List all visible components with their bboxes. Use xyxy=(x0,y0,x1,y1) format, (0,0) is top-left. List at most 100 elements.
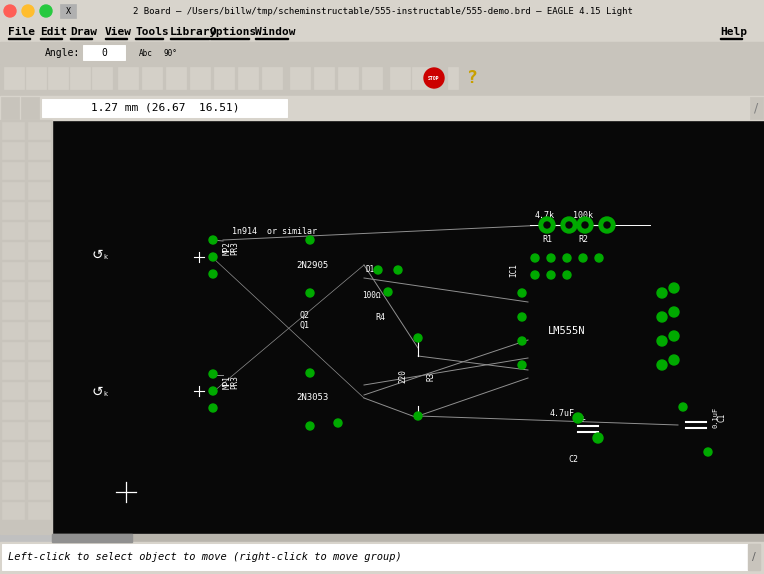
Bar xyxy=(28,322,50,339)
Circle shape xyxy=(209,253,217,261)
Circle shape xyxy=(209,270,217,278)
Circle shape xyxy=(657,336,667,346)
Bar xyxy=(142,67,162,89)
Bar xyxy=(28,302,50,319)
Bar xyxy=(678,402,714,458)
Text: /: / xyxy=(754,102,758,114)
Bar xyxy=(28,242,50,259)
Circle shape xyxy=(563,271,571,279)
Text: 0.1uF: 0.1uF xyxy=(713,406,719,428)
Text: 4.7k: 4.7k xyxy=(535,211,555,219)
Bar xyxy=(28,162,50,179)
Bar xyxy=(52,534,132,542)
Bar xyxy=(0,64,764,96)
Bar xyxy=(2,382,24,399)
Bar xyxy=(720,38,742,39)
Text: File: File xyxy=(8,27,35,37)
Circle shape xyxy=(518,289,526,297)
Text: MP1: MP1 xyxy=(222,375,231,389)
Text: PR3: PR3 xyxy=(231,375,239,389)
Bar xyxy=(135,45,157,60)
Bar xyxy=(40,38,62,39)
Circle shape xyxy=(414,334,422,342)
Text: k: k xyxy=(103,254,107,260)
Bar xyxy=(28,142,50,159)
Text: D1: D1 xyxy=(365,266,374,274)
Bar xyxy=(8,38,30,39)
Text: Edit: Edit xyxy=(40,27,67,37)
Circle shape xyxy=(306,422,314,430)
Text: 1.27 mm (26.67  16.51): 1.27 mm (26.67 16.51) xyxy=(91,103,239,113)
Circle shape xyxy=(657,360,667,370)
Bar xyxy=(28,402,50,419)
Circle shape xyxy=(582,222,588,228)
Text: C2: C2 xyxy=(568,456,578,464)
Bar xyxy=(2,422,24,439)
Bar xyxy=(28,482,50,499)
Circle shape xyxy=(209,387,217,395)
Text: STOP: STOP xyxy=(429,76,440,80)
Bar xyxy=(2,162,24,179)
Text: 220: 220 xyxy=(399,369,407,383)
Bar xyxy=(238,67,258,89)
Bar xyxy=(0,0,764,22)
Circle shape xyxy=(209,404,217,412)
Bar xyxy=(2,482,24,499)
Circle shape xyxy=(544,222,550,228)
Bar xyxy=(185,45,205,60)
Bar xyxy=(2,402,24,419)
Text: PR3: PR3 xyxy=(231,241,239,255)
Circle shape xyxy=(547,271,555,279)
Bar xyxy=(290,67,310,89)
Text: Draw: Draw xyxy=(70,27,97,37)
Bar xyxy=(28,442,50,459)
Circle shape xyxy=(531,254,539,262)
Bar xyxy=(190,67,210,89)
Circle shape xyxy=(384,288,392,296)
Bar xyxy=(105,38,127,39)
Text: 2N3053: 2N3053 xyxy=(296,394,329,402)
Bar xyxy=(28,362,50,379)
Text: X: X xyxy=(66,6,70,15)
Circle shape xyxy=(306,369,314,377)
Bar xyxy=(0,120,52,534)
Bar xyxy=(412,67,432,89)
Bar xyxy=(2,502,24,519)
Text: k: k xyxy=(103,391,107,397)
Bar xyxy=(0,42,18,64)
Bar xyxy=(528,278,656,383)
Bar xyxy=(314,67,334,89)
Bar xyxy=(214,67,234,89)
Circle shape xyxy=(394,266,402,274)
Circle shape xyxy=(579,254,587,262)
Circle shape xyxy=(424,68,444,88)
Bar xyxy=(2,202,24,219)
Bar xyxy=(155,228,223,286)
Text: Window: Window xyxy=(255,27,296,37)
Bar xyxy=(48,67,68,89)
Circle shape xyxy=(209,236,217,244)
Circle shape xyxy=(306,289,314,297)
Circle shape xyxy=(518,337,526,345)
Bar xyxy=(750,97,763,119)
Bar xyxy=(209,45,229,60)
Bar xyxy=(28,282,50,299)
Circle shape xyxy=(573,413,583,423)
Circle shape xyxy=(40,5,52,17)
Text: LM555N: LM555N xyxy=(548,325,585,335)
Bar xyxy=(28,342,50,359)
Bar xyxy=(166,67,186,89)
Circle shape xyxy=(679,403,687,411)
Bar xyxy=(362,67,382,89)
Text: Angle:: Angle: xyxy=(45,48,80,58)
Text: ↺: ↺ xyxy=(91,385,103,399)
Bar xyxy=(2,362,24,379)
Bar xyxy=(28,262,50,279)
Bar xyxy=(2,182,24,199)
Circle shape xyxy=(599,217,615,233)
Circle shape xyxy=(531,271,539,279)
Bar xyxy=(2,222,24,239)
Bar xyxy=(748,544,760,570)
Circle shape xyxy=(566,222,572,228)
Bar xyxy=(448,67,458,89)
